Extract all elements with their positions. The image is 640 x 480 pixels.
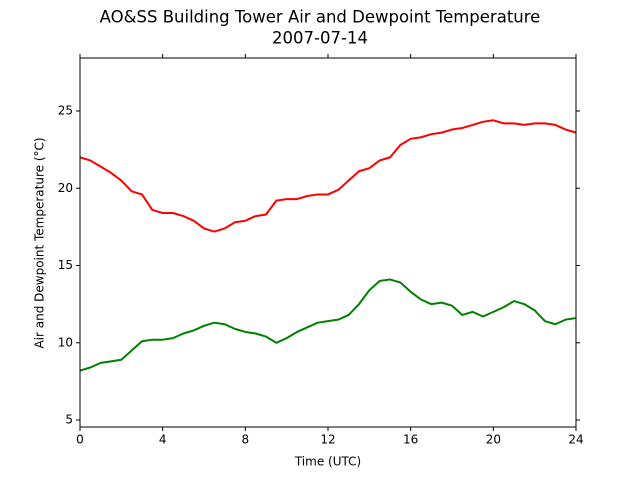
y-tick-label: 10	[58, 335, 73, 349]
y-tick-label: 20	[58, 181, 73, 195]
plot-frame	[79, 57, 577, 428]
data-line	[79, 119, 577, 233]
y-tick-label: 15	[58, 258, 73, 272]
chart-title: AO&SS Building Tower Air and Dewpoint Te…	[100, 8, 541, 27]
x-tick-label: 4	[159, 433, 167, 447]
x-tick-label: 8	[242, 433, 250, 447]
chart-subtitle: 2007-07-14	[272, 29, 368, 48]
y-tick-label: 25	[58, 104, 73, 118]
x-tick-label: 0	[76, 433, 84, 447]
x-tick-label: 16	[403, 433, 418, 447]
x-tick-label: 12	[320, 433, 335, 447]
x-tick-label: 20	[486, 433, 501, 447]
y-axis-label: Air and Dewpoint Temperature (°C)	[33, 137, 47, 348]
y-tick-label: 5	[65, 413, 73, 427]
x-axis-label: Time (UTC)	[294, 455, 361, 469]
data-line	[79, 278, 577, 372]
x-tick-label: 24	[568, 433, 583, 447]
